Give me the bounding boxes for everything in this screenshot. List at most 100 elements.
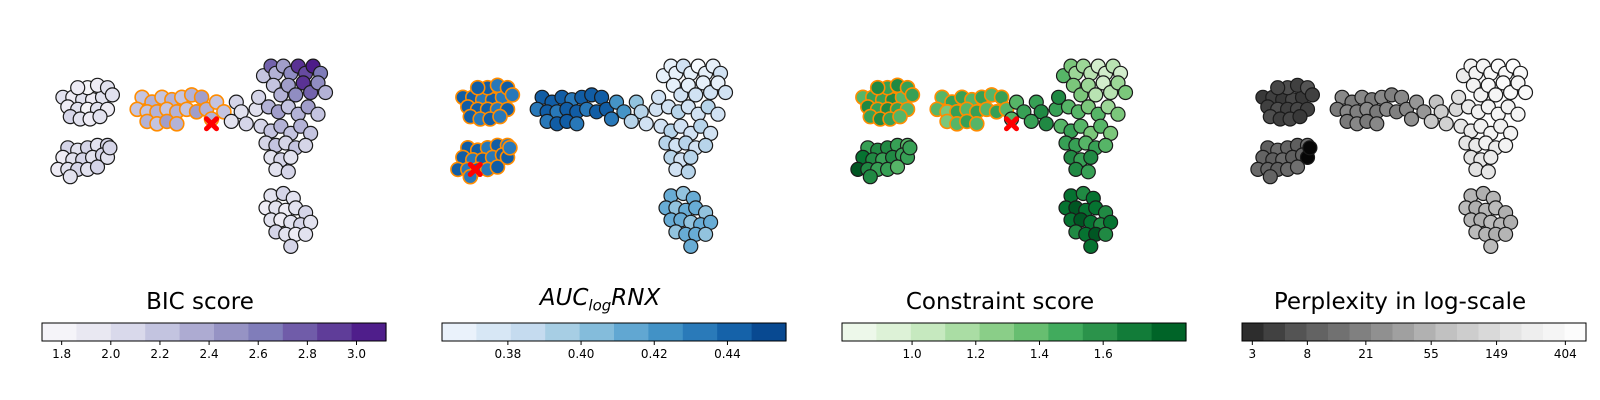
scatter-point [1083, 238, 1099, 254]
colorbar-tick-label: 55 [1424, 347, 1439, 361]
scatter-point [1098, 226, 1114, 242]
scatter-point [268, 161, 284, 177]
scatter-point [969, 116, 985, 132]
selected-marker [204, 116, 219, 132]
scatter-point [1403, 111, 1420, 127]
colorbar-segment [76, 323, 112, 341]
scatter-point [710, 106, 726, 122]
scatter-point [1270, 80, 1286, 96]
scatter-point [1423, 113, 1439, 130]
scatter-point [688, 87, 704, 103]
colorbar-tick-label: 404 [1554, 347, 1577, 361]
selected-marker [1004, 116, 1019, 132]
colorbar-segment [214, 323, 249, 341]
colorbar-bic: 1.8 2.0 2.2 2.4 2.6 2.8 3.0 [41, 322, 387, 361]
colorbar-frame [441, 322, 787, 342]
scatter-point [1110, 106, 1126, 122]
scatter-point [698, 137, 714, 153]
scatter-point [89, 159, 106, 175]
colorbar-segment [510, 323, 546, 341]
scatter-point [1051, 89, 1067, 105]
scatter-point [862, 169, 878, 185]
colorbar-segment [442, 323, 477, 341]
scatter-point [251, 89, 267, 105]
scatter-point [683, 238, 699, 254]
scatter-point [603, 111, 620, 127]
colorbar-segment [1371, 323, 1394, 341]
scatter-perplexity [1250, 58, 1534, 254]
scatter-point [92, 108, 108, 125]
scatter-point [1068, 161, 1084, 177]
colorbar-segment [648, 323, 684, 341]
colorbar-segment [476, 323, 512, 341]
colorbar-segment [351, 323, 387, 341]
colorbar-segment [945, 323, 981, 341]
scatter-point [469, 79, 486, 96]
scatter-point [1023, 113, 1039, 130]
scatter-point [310, 106, 326, 122]
colorbar-segment [1414, 323, 1437, 341]
colorbar-segment [1521, 323, 1544, 341]
scatter-point [623, 113, 639, 130]
scatter-point [1117, 84, 1134, 101]
colorbar-segment [1263, 323, 1286, 341]
scatter-point [1262, 169, 1278, 185]
scatter-point [1438, 116, 1454, 132]
colorbar-title-bic: BIC score [146, 289, 254, 315]
colorbar-segment [910, 323, 946, 341]
colorbar-tick-label: 21 [1358, 347, 1373, 361]
colorbar-segment [1285, 323, 1308, 341]
scatter-point [1483, 238, 1499, 254]
panel-perplexity: Perplexity in log-scale 3 8 21 55 149 404 [1200, 0, 1600, 400]
scatter-point [238, 116, 254, 132]
scatter-point [651, 89, 667, 105]
colorbar-tick-label: 149 [1485, 347, 1508, 361]
colorbar-auc: 0.38 0.40 0.42 0.44 [441, 322, 787, 361]
colorbar-segment [1543, 323, 1566, 341]
colorbar-tick-label: 1.6 [1094, 347, 1113, 361]
scatter-point [70, 80, 86, 96]
colorbar-tick-label: 2.8 [298, 347, 317, 361]
colorbar-segment [682, 323, 718, 341]
colorbar-tick-label: 3 [1248, 347, 1256, 361]
scatter-bic [50, 58, 334, 254]
colorbar-segment [317, 323, 353, 341]
colorbar-segment [1242, 323, 1265, 341]
scatter-point [1302, 140, 1318, 156]
scatter-point [223, 113, 239, 130]
colorbar-tick-label: 8 [1304, 347, 1312, 361]
scatter-point [502, 140, 518, 156]
colorbar-segment [1564, 323, 1587, 341]
colorbar-segment [179, 323, 215, 341]
colorbar-tick-label: 0.40 [568, 347, 595, 361]
scatter-point [298, 226, 314, 242]
colorbar-segment [751, 323, 787, 341]
colorbar-perplexity: 3 8 21 55 149 404 [1241, 322, 1587, 361]
scatter-point [892, 108, 908, 125]
panel-bic: BIC score 1.8 2.0 2.2 2.4 2.6 2.8 3.0 [0, 0, 400, 400]
colorbar-segment [282, 323, 318, 341]
scatter-point [869, 79, 886, 96]
selected-marker [467, 161, 483, 177]
scatter-point [1038, 116, 1054, 132]
scatter-point [698, 226, 714, 242]
colorbar-tick-label: 2.4 [200, 347, 219, 361]
scatter-point [169, 116, 185, 132]
colorbar-segment [842, 323, 877, 341]
scatter-point [1292, 108, 1308, 125]
colorbar-segment [717, 323, 753, 341]
colorbar-tick-label: 2.0 [101, 347, 120, 361]
scatter-point [1080, 164, 1096, 180]
scatter-point [668, 161, 684, 177]
scatter-point [1498, 137, 1514, 153]
scatter-point [1304, 87, 1321, 103]
scatter-point [102, 140, 118, 156]
colorbar-tick-label: 0.38 [495, 347, 522, 361]
scatter-point [904, 87, 921, 103]
scatter-point [288, 87, 304, 103]
colorbar-title-perplexity: Perplexity in log-scale [1273, 289, 1527, 315]
colorbar-segment [614, 323, 649, 341]
colorbar-segment [1328, 323, 1351, 341]
colorbar-segment [1306, 323, 1329, 341]
